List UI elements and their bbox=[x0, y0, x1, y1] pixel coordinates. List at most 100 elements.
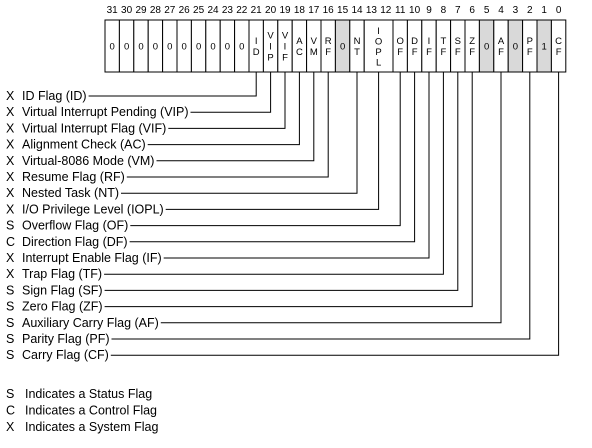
bit-number-label: 12 bbox=[380, 5, 392, 16]
bit-number-label: 8 bbox=[441, 5, 447, 16]
bit-number-label: 24 bbox=[207, 5, 219, 16]
bit-number-label: 19 bbox=[279, 5, 291, 16]
flag-type-code: X bbox=[6, 202, 15, 216]
flag-row: S Overflow Flag (OF) bbox=[6, 219, 128, 233]
connector-line bbox=[110, 72, 560, 356]
cell-label: 0 bbox=[340, 42, 345, 53]
bit-number-label: 13 bbox=[366, 5, 378, 16]
cell-label: 1 bbox=[542, 42, 547, 53]
connector-line bbox=[121, 72, 358, 194]
bit-number-label: 15 bbox=[337, 5, 349, 16]
flag-row: X Resume Flag (RF) bbox=[6, 170, 125, 184]
connector-line bbox=[129, 72, 416, 243]
cell-label: 0 bbox=[484, 42, 489, 53]
flag-row: X ID Flag (ID) bbox=[6, 89, 87, 103]
bit-number-label: 14 bbox=[351, 5, 363, 16]
flag-type-code: S bbox=[6, 332, 14, 346]
flag-name: I/O Privilege Level (IOPL) bbox=[22, 202, 164, 216]
flag-name: Overflow Flag (OF) bbox=[22, 219, 128, 233]
bit-number-label: 31 bbox=[107, 5, 119, 16]
bit-number-label: 7 bbox=[455, 5, 461, 16]
connector-line bbox=[104, 72, 444, 275]
connector-line bbox=[104, 72, 473, 308]
flag-type-code: S bbox=[6, 283, 14, 297]
flag-name: Carry Flag (CF) bbox=[22, 348, 109, 362]
legend-text: Indicates a Status Flag bbox=[25, 387, 152, 401]
register-cell: 0 bbox=[118, 19, 135, 73]
connector-line bbox=[160, 72, 502, 324]
connector-line bbox=[156, 72, 315, 162]
bit-number-label: 27 bbox=[164, 5, 176, 16]
flag-row: X Alignment Check (AC) bbox=[6, 138, 146, 152]
legend-row: S Indicates a Status Flag bbox=[6, 387, 152, 401]
register-cells: 0 0 0 0 0 0 0 0 0 0 I DV I PV I FA CV MR F 0 N TI O P LO FD FI FT FS… bbox=[104, 19, 567, 73]
flag-row: S Zero Flag (ZF) bbox=[6, 300, 103, 314]
flag-name: Direction Flag (DF) bbox=[22, 235, 128, 249]
register-cell: 0 bbox=[478, 19, 495, 73]
flag-name: Nested Task (NT) bbox=[22, 186, 119, 200]
flag-name: Virtual Interrupt Pending (VIP) bbox=[22, 105, 189, 119]
flag-name: ID Flag (ID) bbox=[22, 89, 87, 103]
bit-number-label: 16 bbox=[323, 5, 335, 16]
bit-number-row: 31 30 29 28 27 26 25 24 23 22 21 20 19 18 17 16 15 14 13 12… bbox=[107, 5, 562, 16]
flag-type-code: X bbox=[6, 105, 15, 119]
bit-number-label: 6 bbox=[469, 5, 475, 16]
connector-line bbox=[147, 72, 300, 146]
register-cell: 0 bbox=[205, 19, 221, 73]
cell-label: 0 bbox=[138, 42, 143, 53]
bit-number-label: 26 bbox=[179, 5, 191, 16]
register-cell: 0 bbox=[190, 19, 207, 73]
flag-row: X I/O Privilege Level (IOPL) bbox=[6, 202, 164, 216]
flag-name: Sign Flag (SF) bbox=[22, 283, 103, 297]
cell-label: 0 bbox=[513, 42, 518, 53]
flag-name: Interrupt Enable Flag (IF) bbox=[22, 251, 162, 265]
legend-code: C bbox=[6, 404, 15, 418]
legend-code: X bbox=[6, 420, 15, 434]
flag-name: Virtual Interrupt Flag (VIF) bbox=[22, 121, 166, 135]
register-cell: 0 bbox=[104, 19, 120, 73]
register-cell: 0 bbox=[219, 19, 236, 73]
flag-row: X Virtual Interrupt Flag (VIF) bbox=[6, 121, 166, 135]
bit-number-label: 18 bbox=[294, 5, 306, 16]
bit-number-label: 21 bbox=[251, 5, 263, 16]
bit-number-label: 25 bbox=[193, 5, 205, 16]
flag-name: Virtual-8086 Mode (VM) bbox=[22, 154, 154, 168]
flag-type-code: S bbox=[6, 300, 14, 314]
flag-name: Alignment Check (AC) bbox=[22, 138, 146, 152]
cell-label: 0 bbox=[239, 42, 244, 53]
flag-type-legend: S Indicates a Status Flag C Indicates a Con… bbox=[6, 387, 158, 434]
bit-number-label: 22 bbox=[236, 5, 248, 16]
connector-line bbox=[165, 72, 380, 210]
cell-label: 0 bbox=[210, 42, 215, 53]
flag-type-code: S bbox=[6, 348, 14, 362]
flag-name: Resume Flag (RF) bbox=[22, 170, 125, 184]
bit-number-label: 17 bbox=[308, 5, 320, 16]
bit-number-label: 23 bbox=[222, 5, 234, 16]
connector-line bbox=[88, 72, 257, 97]
bit-number-label: 2 bbox=[527, 5, 533, 16]
flag-type-code: X bbox=[6, 170, 15, 184]
flag-type-code: X bbox=[6, 154, 15, 168]
connector-line bbox=[130, 72, 401, 227]
flag-name: Zero Flag (ZF) bbox=[22, 300, 103, 314]
flag-row: S Auxiliary Carry Flag (AF) bbox=[6, 316, 159, 330]
legend-text: Indicates a System Flag bbox=[25, 420, 158, 434]
flag-row: X Virtual Interrupt Pending (VIP) bbox=[6, 105, 189, 119]
